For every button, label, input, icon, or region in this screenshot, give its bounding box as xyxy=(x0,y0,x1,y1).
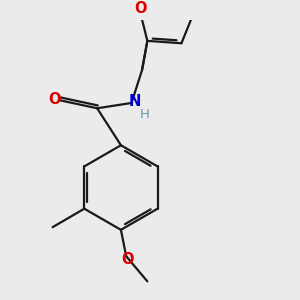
Text: N: N xyxy=(129,94,141,109)
Text: H: H xyxy=(140,108,150,122)
Text: O: O xyxy=(121,252,134,267)
Text: O: O xyxy=(134,1,147,16)
Text: O: O xyxy=(48,92,60,106)
